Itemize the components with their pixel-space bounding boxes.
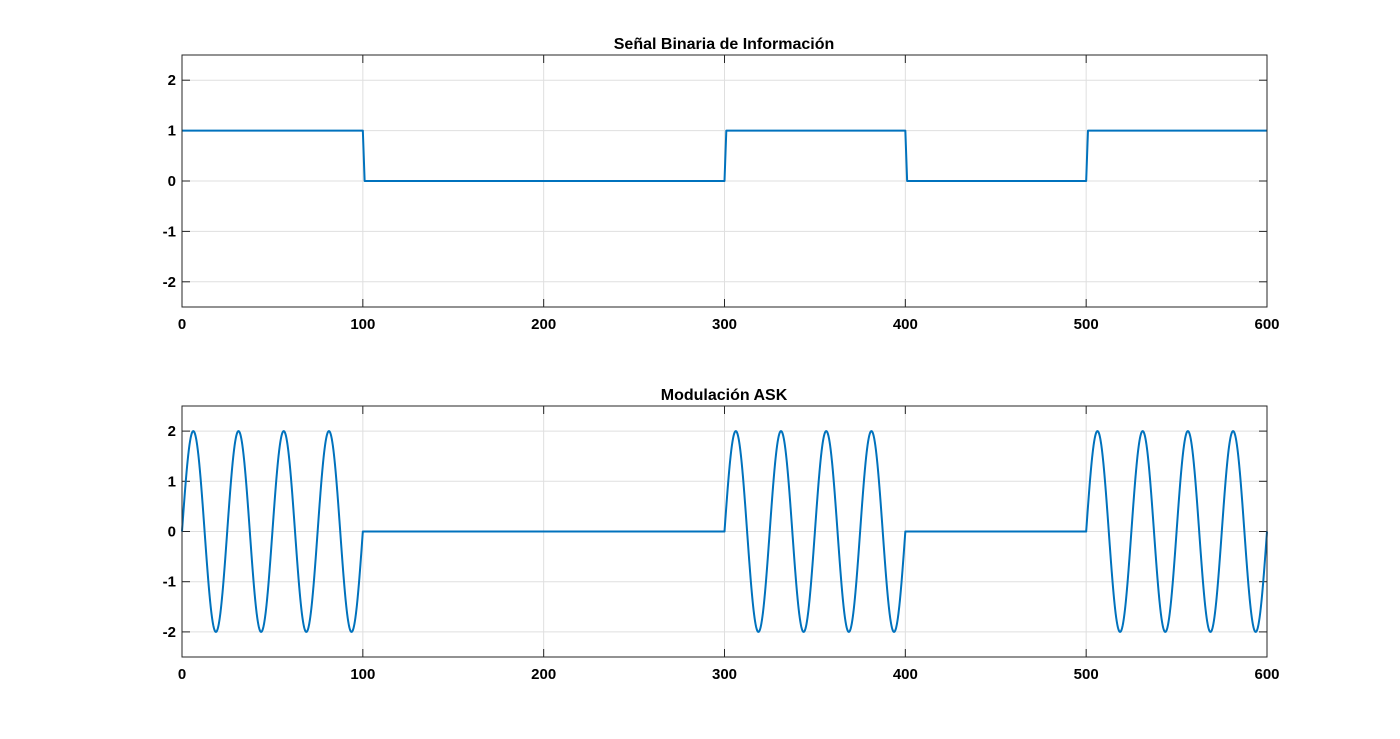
ask-modulation-x-tick-label: 0 <box>178 666 186 683</box>
ask-modulation-x-tick-label: 500 <box>1074 666 1099 683</box>
ask-modulation-ticks: 0 100 200 300 400 500 600 2 1 0 -1 -2 <box>163 406 1280 683</box>
binary-signal-x-tick-label: 400 <box>893 316 918 333</box>
binary-signal-x-tick-label: 300 <box>712 316 737 333</box>
binary-signal-axes-border <box>181 54 1268 308</box>
ask-modulation-y-tick-label: 2 <box>168 423 176 440</box>
ask-modulation-y-tick-label: -1 <box>163 574 176 591</box>
ask-modulation-y-tick-label: -2 <box>163 624 176 641</box>
ask-modulation-y-tick-label: 1 <box>168 473 176 490</box>
binary-signal-series-line <box>182 129 1267 182</box>
binary-signal-x-tick-label: 200 <box>531 316 556 333</box>
ask-modulation-series-line <box>181 430 1268 633</box>
binary-signal-y-tick-label: -1 <box>163 223 176 240</box>
ask-modulation-chart: Modulación ASK 0 100 200 300 400 500 600 2 1 0 -1 -… <box>163 387 1280 683</box>
binary-signal-x-tick-label: 0 <box>178 316 186 333</box>
binary-signal-ticks: 0 100 200 300 400 500 600 2 1 0 -1 -2 <box>163 55 1280 333</box>
binary-signal-y-tick-label: -2 <box>163 274 176 291</box>
binary-signal-grid <box>182 55 1267 307</box>
ask-modulation-x-tick-label: 300 <box>712 666 737 683</box>
ask-modulation-x-tick-label: 100 <box>350 666 375 683</box>
binary-signal-y-tick-label: 2 <box>168 72 176 89</box>
binary-signal-chart: Señal Binaria de Información 0 100 200 300 4… <box>163 36 1280 333</box>
binary-signal-y-tick-label: 1 <box>168 123 176 140</box>
binary-signal-x-tick-label: 600 <box>1254 316 1279 333</box>
binary-signal-y-tick-label: 0 <box>168 173 176 190</box>
ask-modulation-axes-border <box>181 405 1268 658</box>
binary-signal-chart-title: Señal Binaria de Información <box>614 36 835 53</box>
ask-modulation-y-tick-label: 0 <box>168 524 176 541</box>
ask-modulation-x-tick-label: 200 <box>531 666 556 683</box>
ask-modulation-chart-title: Modulación ASK <box>661 387 788 404</box>
binary-signal-x-tick-label: 100 <box>350 316 375 333</box>
ask-modulation-x-tick-label: 600 <box>1254 666 1279 683</box>
binary-signal-x-tick-label: 500 <box>1074 316 1099 333</box>
ask-modulation-x-tick-label: 400 <box>893 666 918 683</box>
